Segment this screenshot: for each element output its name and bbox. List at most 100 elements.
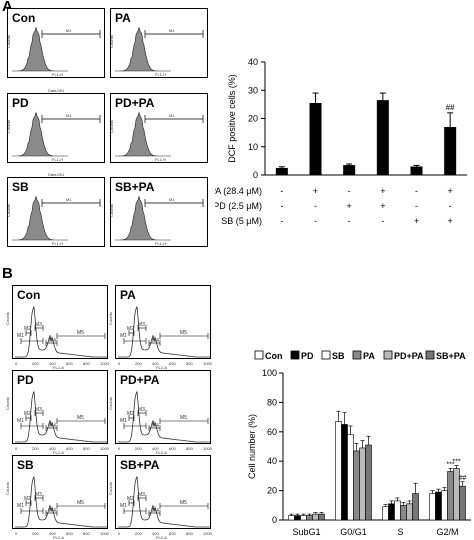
- x-axis-label: FL2-A: [156, 450, 167, 455]
- panel-b-letter: B: [2, 265, 13, 282]
- gate-marker: M3: [35, 492, 42, 498]
- y-tick-label: 80: [267, 397, 277, 407]
- legend-swatch: [290, 350, 300, 360]
- x-tick-label: 600: [169, 361, 176, 366]
- x-tick-label: 1000: [203, 531, 212, 536]
- x-tick-label: G0/G1: [340, 527, 367, 537]
- x-tick-label: 200: [135, 446, 142, 451]
- x-tick-label: 0: [15, 531, 18, 536]
- gate-marker: M2: [127, 496, 134, 502]
- gate-marker: M1: [66, 28, 72, 33]
- condition-sign: +: [448, 186, 453, 196]
- bar: [406, 503, 413, 521]
- legend-label: SB+PA: [436, 351, 466, 361]
- y-axis-title: DCF positive cells (%): [227, 74, 237, 163]
- histogram-label: PD: [17, 373, 34, 387]
- condition-sign: -: [280, 216, 283, 226]
- condition-sign: -: [280, 186, 283, 196]
- histogram-plot: [15, 306, 107, 358]
- condition-sign: -: [415, 201, 418, 211]
- x-axis-label: FL1-H: [52, 72, 64, 77]
- histogram-plot: [115, 195, 204, 241]
- y-tick-label: 100: [262, 368, 277, 378]
- gate-marker: M5: [77, 500, 84, 506]
- gate-marker: M1: [169, 197, 175, 202]
- x-tick-label: 600: [169, 446, 176, 451]
- bar: [394, 500, 401, 521]
- x-tick-label: 1000: [100, 531, 109, 536]
- bar: [365, 444, 372, 521]
- x-tick-label: 1000: [203, 446, 212, 451]
- legend-swatch: [352, 350, 362, 360]
- histogram-label: PD+PA: [115, 96, 155, 110]
- histogram-label: SB+PA: [120, 458, 160, 472]
- bar: [435, 491, 442, 521]
- gate-marker: M4: [49, 338, 56, 344]
- y-tick-label: 20: [248, 114, 258, 124]
- bar: [309, 102, 322, 175]
- bar: [300, 515, 307, 521]
- gate-marker: M4: [152, 338, 159, 344]
- gate-marker: M3: [35, 407, 42, 413]
- x-tick-label: 600: [66, 531, 73, 536]
- dcf-histogram: SB M1 FL1-H Counts Data.001: [5, 172, 105, 247]
- x-tick-label: 200: [135, 531, 142, 536]
- bar: [376, 100, 389, 175]
- gate-marker: M1: [17, 333, 24, 339]
- y-axis-label: Counts: [5, 204, 11, 217]
- x-tick-label: 200: [32, 361, 39, 366]
- histogram-peak: [12, 195, 68, 241]
- bar: [359, 447, 366, 521]
- x-tick-label: 0: [118, 446, 121, 451]
- bar: [318, 513, 325, 521]
- cell-cycle-histogram: SB+PA M1 M2 M3 M4 M5 0 200 400 600 800 1000 FL2-A Cou…: [108, 455, 212, 540]
- condition-sign: +: [347, 201, 352, 211]
- bar: [410, 166, 423, 175]
- bar: [382, 506, 389, 521]
- x-tick-label: 0: [15, 446, 18, 451]
- y-axis-title: Cell number (%): [247, 414, 257, 479]
- dcf-histogram: Con M1 FL1-H Counts: [6, 8, 105, 78]
- x-tick-label: 400: [49, 446, 56, 451]
- x-tick-label: SubG1: [292, 527, 320, 537]
- histogram-label: PD: [12, 96, 29, 110]
- x-axis-label: FL1-H: [52, 241, 64, 246]
- bar: [343, 165, 356, 175]
- y-tick-label: 30: [248, 85, 258, 95]
- condition-sign: +: [380, 186, 385, 196]
- condition-sign: +: [448, 216, 453, 226]
- condition-sign: +: [313, 186, 318, 196]
- x-axis-label: FL2-A: [53, 450, 64, 455]
- x-tick-label: 800: [186, 446, 193, 451]
- x-tick-label: 400: [49, 531, 56, 536]
- condition-sign: +: [380, 201, 385, 211]
- gate-marker: M1: [169, 28, 175, 33]
- x-axis-label: FL1-H: [155, 241, 167, 246]
- dcf-histogram: PD+PA M1 FL1-H Counts: [109, 93, 208, 163]
- bar: [335, 421, 342, 521]
- y-tick-label: 40: [267, 456, 277, 466]
- significance-label: ***: [452, 459, 460, 466]
- bar: [347, 434, 354, 521]
- histogram-label: SB: [12, 180, 29, 194]
- gate-marker: M1: [169, 113, 175, 118]
- y-axis-label: Counts: [108, 204, 114, 217]
- x-tick-label: G2/M: [436, 527, 458, 537]
- bar: [306, 515, 313, 521]
- x-tick-label: 600: [66, 446, 73, 451]
- x-axis-label: FL1-H: [52, 157, 64, 162]
- significance-label: ##: [446, 103, 455, 112]
- dcf-histogram: PA M1 FL1-H Counts: [108, 8, 208, 78]
- legend-swatch: [383, 350, 393, 360]
- condition-sign: -: [314, 216, 317, 226]
- bar: [444, 126, 457, 175]
- bar: [441, 490, 448, 521]
- gate-marker: M5: [180, 330, 187, 336]
- cell-cycle-histogram: PA M1 M2 M3 M4 M5 0 200 400 600 800 1000 FL2-A Counts: [108, 285, 212, 370]
- x-tick-label: 800: [186, 531, 193, 536]
- gate-marker: M5: [180, 500, 187, 506]
- y-tick-label: 40: [248, 57, 258, 67]
- legend-swatch: [254, 350, 264, 360]
- gate-marker: M3: [138, 407, 145, 413]
- y-axis-label: Counts: [108, 35, 114, 48]
